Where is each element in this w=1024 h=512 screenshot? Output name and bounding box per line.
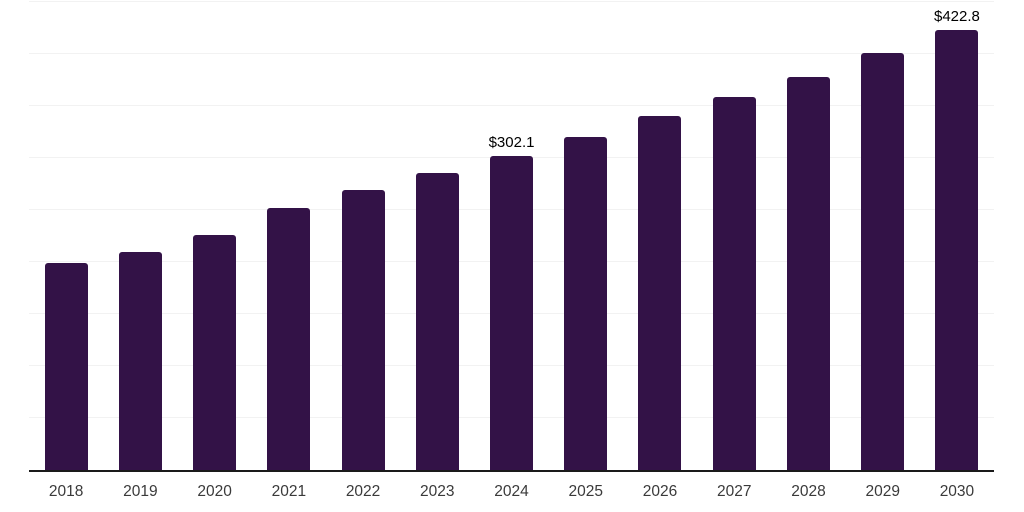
bar-column-2021 [252, 0, 326, 470]
bar-2019 [118, 251, 162, 470]
bar-2020 [193, 234, 237, 470]
data-label-2030: $422.8 [933, 8, 980, 26]
bar-column-2024: $302.1 [474, 0, 548, 470]
bar-column-2022 [326, 0, 400, 470]
bar-column-2019 [103, 0, 177, 470]
x-tick-label-2029: 2029 [865, 483, 900, 500]
bar-2018 [44, 263, 88, 470]
x-tick-label-2026: 2026 [642, 483, 678, 500]
bar-2023 [415, 173, 459, 470]
x-tick-label-2022: 2022 [345, 483, 381, 500]
bar-2029 [861, 53, 905, 470]
bar-column-2020 [177, 0, 251, 470]
bar-column-2028 [771, 0, 845, 470]
bar-2028 [786, 77, 830, 470]
gridline-400 [29, 53, 994, 54]
x-tick-label-2020: 2020 [197, 483, 232, 500]
x-tick-label-2021: 2021 [271, 483, 307, 500]
x-axis-line [29, 470, 994, 472]
x-tick-label-2024: 2024 [494, 483, 529, 500]
x-tick-label-2027: 2027 [716, 483, 752, 500]
x-tick-label-2018: 2018 [48, 483, 84, 500]
bar-2021 [267, 208, 311, 470]
bar-2024 [490, 155, 534, 470]
bar-column-2030: $422.8 [920, 0, 994, 470]
x-axis-tick-labels: 2018 2019 2020 2021 2022 2023 2024 2025 2026 2027… [29, 482, 994, 502]
bar-2026 [638, 116, 682, 470]
x-tick-label-2019: 2019 [123, 483, 158, 500]
bar-2027 [712, 96, 756, 470]
x-tick-label-2028: 2028 [791, 483, 826, 500]
x-tick-label-2023: 2023 [420, 483, 455, 500]
bar-column-2025 [549, 0, 623, 470]
bar-column-2023 [400, 0, 474, 470]
plot-area: $302.1 $422.8 [29, 0, 994, 472]
bar-2030 [935, 30, 979, 470]
gridline-450 [29, 1, 994, 2]
bar-column-2029 [846, 0, 920, 470]
bar-column-2026 [623, 0, 697, 470]
bar-column-2018 [29, 0, 103, 470]
bar-2025 [564, 137, 608, 470]
bar-columns: $302.1 $422.8 [29, 0, 994, 470]
bar-column-2027 [697, 0, 771, 470]
x-tick-label-2030: 2030 [939, 483, 975, 500]
bar-2022 [341, 190, 385, 470]
x-tick-label-2025: 2025 [568, 483, 603, 500]
data-label-2024: $302.1 [488, 133, 535, 151]
gridline-350 [29, 105, 994, 106]
